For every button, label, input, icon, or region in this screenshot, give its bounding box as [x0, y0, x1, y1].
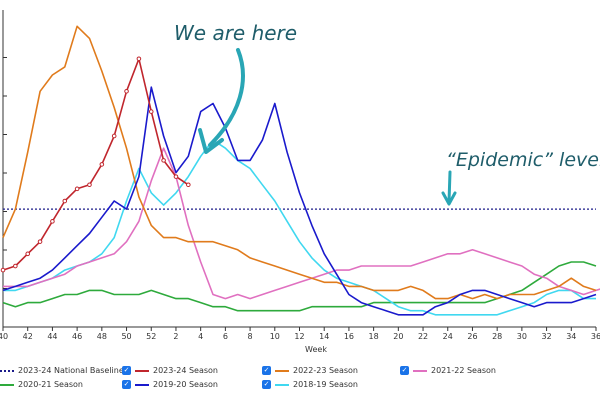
legend-item-2022-23[interactable]: ✓ 2022-23 Season — [262, 366, 358, 375]
annotation-arrowhead-epidemic — [441, 191, 457, 206]
legend-item-2019-20[interactable]: ✓ 2019-20 Season — [122, 380, 218, 389]
x-tick-label: 24 — [443, 332, 453, 341]
series-point-2023-24 — [99, 162, 105, 167]
legend-label-2020-21: 2020-21 Season — [18, 380, 84, 389]
x-tick-label: 4 — [198, 332, 203, 341]
series-point-2023-24 — [25, 251, 31, 257]
x-tick-label: 6 — [223, 332, 228, 341]
series-point-2023-24 — [186, 182, 191, 188]
legend-label-2022-23: 2022-23 Season — [293, 366, 359, 375]
x-tick-label: 34 — [566, 332, 576, 341]
annotation-epidemic-level: “Epidemic” level — [446, 149, 600, 171]
x-axis-title: Week — [305, 345, 327, 354]
series-line-2019-20 — [2, 86, 597, 316]
series-point-2023-24 — [111, 133, 117, 139]
series-line-2023-24 — [2, 57, 189, 271]
series-point-2023-24 — [87, 182, 92, 188]
checkbox-icon[interactable]: ✓ — [262, 366, 271, 375]
series-point-2023-24 — [74, 186, 80, 192]
ticks-layer: 40 42 44 46 48 50 52 2 4 6 8 10 12 14 16 18 20 22 24 26 28 30… — [0, 327, 600, 341]
legend-swatch-2018-19 — [275, 383, 289, 386]
legend-swatch-2020-21 — [0, 383, 14, 386]
checkbox-icon[interactable]: ✓ — [262, 380, 271, 389]
checkbox-icon[interactable]: ✓ — [400, 366, 409, 375]
x-tick-label: 50 — [121, 332, 131, 341]
checkbox-icon[interactable]: ✓ — [122, 366, 131, 375]
checkbox-icon[interactable]: ✓ — [122, 380, 131, 389]
x-tick-label: 46 — [72, 332, 82, 341]
series-point-2023-24 — [173, 174, 179, 179]
series-point-2023-24 — [161, 158, 166, 163]
x-tick-label: 28 — [492, 332, 502, 341]
x-tick-label: 20 — [393, 332, 403, 341]
x-tick-label: 36 — [591, 332, 600, 341]
legend-swatch-2019-20 — [135, 383, 149, 386]
annotation-arrow-epidemic — [447, 170, 452, 204]
annotations-layer: We are here “Epidemic” level — [174, 21, 600, 206]
x-tick-label: 30 — [517, 332, 527, 341]
annotation-we-are-here: We are here — [174, 21, 297, 45]
x-tick-label: 22 — [418, 332, 428, 341]
series-point-2023-24 — [50, 219, 55, 224]
x-tick-label: 14 — [319, 332, 329, 341]
series-point-2023-24 — [0, 267, 6, 273]
legend-swatch-2022-23 — [275, 369, 289, 372]
series-layer — [0, 25, 600, 316]
legend-swatch-2021-22 — [413, 369, 427, 372]
legend-swatch-baseline — [0, 369, 14, 372]
x-tick-label: 26 — [467, 332, 477, 341]
x-tick-label: 40 — [0, 332, 8, 341]
legend-label-2018-19: 2018-19 Season — [293, 380, 359, 389]
line-chart: 40 42 44 46 48 50 52 2 4 6 8 10 12 14 16 18 20 22 24 26 28 30… — [0, 10, 600, 354]
legend-item-2018-19[interactable]: ✓ 2018-19 Season — [262, 380, 358, 389]
legend-item-baseline[interactable]: 2023-24 National Baseline — [0, 366, 124, 375]
annotation-arrowhead-we-are-here — [198, 128, 224, 154]
series-line-2018-19 — [3, 139, 596, 316]
series-line-2021-22 — [3, 147, 600, 300]
legend-label-2021-22: 2021-22 Season — [431, 366, 497, 375]
legend-swatch-2023-24 — [135, 369, 149, 372]
x-tick-label: 32 — [541, 332, 551, 341]
x-tick-label: 10 — [270, 332, 280, 341]
legend-label-baseline: 2023-24 National Baseline — [18, 366, 124, 375]
annotation-arrow-we-are-here — [208, 48, 245, 147]
x-tick-label: 12 — [294, 332, 304, 341]
x-tick-label: 16 — [344, 332, 354, 341]
series-point-2023-24 — [62, 198, 68, 204]
series-point-2023-24 — [37, 239, 43, 244]
series-point-2023-24 — [136, 56, 142, 62]
series-line-2022-23 — [2, 25, 597, 300]
x-tick-label: 2 — [173, 332, 178, 341]
x-tick-label: 44 — [47, 332, 57, 341]
x-tick-label: 18 — [369, 332, 379, 341]
x-tick-label: 52 — [146, 332, 156, 341]
legend-item-2023-24[interactable]: ✓ 2023-24 Season — [122, 366, 218, 375]
legend-item-2020-21[interactable]: 2020-21 Season — [0, 380, 83, 389]
x-tick-label: 48 — [97, 332, 107, 341]
legend: 2023-24 National Baseline ✓ 2023-24 Seas… — [0, 362, 600, 396]
series-point-2023-24 — [13, 263, 18, 269]
legend-label-2023-24: 2023-24 Season — [153, 366, 219, 375]
x-tick-label: 8 — [248, 332, 253, 341]
legend-item-2021-22[interactable]: ✓ 2021-22 Season — [400, 366, 496, 375]
series-line-2020-21 — [2, 261, 597, 312]
x-tick-label: 42 — [23, 332, 33, 341]
legend-label-2019-20: 2019-20 Season — [153, 380, 219, 389]
series-point-2023-24 — [124, 88, 129, 94]
series-point-2023-24 — [148, 109, 154, 114]
